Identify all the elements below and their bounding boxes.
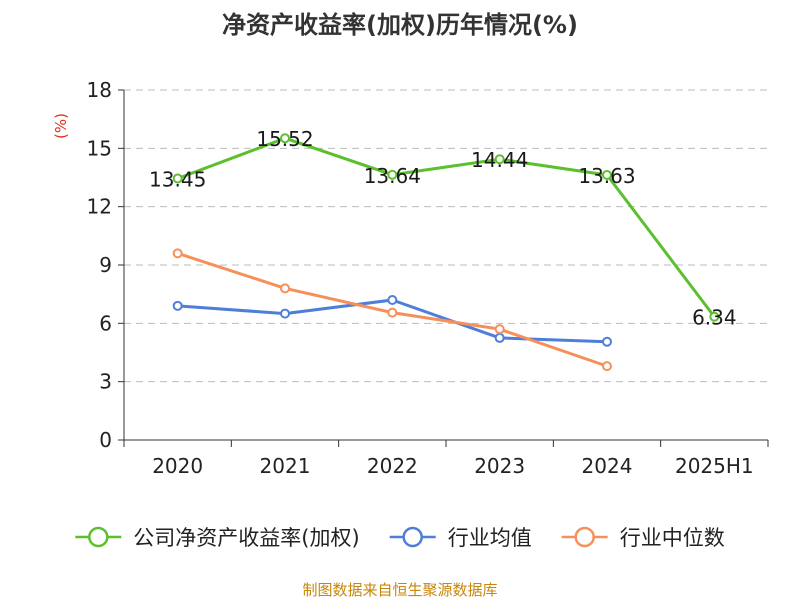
data-point — [387, 307, 398, 318]
legend-label: 公司净资产收益率(加权) — [133, 526, 359, 550]
data-label: 14.44 — [471, 148, 528, 172]
data-point — [494, 332, 505, 343]
data-label: 13.64 — [364, 164, 421, 188]
data-label: 15.52 — [256, 127, 313, 151]
y-tick-label: 6 — [99, 311, 112, 335]
legend-item-1: 行业均值 — [389, 526, 532, 550]
y-tick-label: 12 — [87, 195, 112, 219]
series-1 — [172, 295, 612, 347]
data-point — [280, 283, 290, 294]
series-2 — [172, 248, 612, 372]
legend-item-2: 行业中位数 — [561, 526, 725, 550]
legend-label: 行业中位数 — [620, 526, 725, 550]
chart-title: 净资产收益率(加权)历年情况(%) — [222, 11, 578, 39]
legend-item-0: 公司净资产收益率(加权) — [75, 526, 360, 550]
legend-circle-icon — [574, 526, 595, 548]
y-tick-label: 18 — [87, 78, 112, 102]
data-point — [280, 133, 290, 144]
y-tick-label: 15 — [87, 136, 112, 160]
data-label: 13.45 — [149, 167, 206, 191]
data-point — [172, 173, 183, 184]
legend-circle-icon — [88, 526, 109, 548]
legend-circle-icon — [402, 526, 423, 548]
x-tick-label: 2022 — [367, 454, 418, 478]
data-point — [602, 361, 612, 372]
series-0 — [172, 133, 720, 322]
data-label: 13.63 — [578, 164, 635, 188]
x-tick-label: 2024 — [582, 454, 633, 478]
series-line — [176, 298, 609, 344]
series-lines — [172, 133, 720, 372]
data-point — [172, 300, 183, 311]
data-label: 6.34 — [692, 306, 737, 330]
data-point — [602, 169, 612, 180]
x-tick-label: 2020 — [152, 454, 203, 478]
y-tick-label: 3 — [99, 370, 112, 394]
data-point — [602, 336, 612, 347]
y-tick-label: 0 — [99, 428, 112, 452]
data-point — [172, 248, 183, 259]
x-tick-label: 2023 — [474, 454, 525, 478]
x-tick-label: 2025H1 — [675, 454, 754, 478]
data-point — [494, 324, 505, 335]
legend: 公司净资产收益率(加权) 行业均值 行业中位数 — [75, 526, 725, 550]
axes: 0 3 6 9 12 15 18 2020 2021 2022 2023 2024 2025H1 — [87, 78, 769, 478]
data-labels: 13.45 15.52 13.64 14.44 13.63 6.34 — [149, 127, 737, 330]
data-point — [494, 154, 505, 165]
series-line — [176, 136, 716, 319]
data-point — [280, 308, 290, 319]
x-tick-label: 2021 — [260, 454, 311, 478]
data-point — [387, 169, 398, 180]
source-note: 制图数据来自恒生聚源数据库 — [302, 581, 497, 599]
data-point — [709, 311, 720, 322]
grid-lines — [124, 89, 768, 383]
y-tick-label: 9 — [99, 253, 112, 277]
y-axis-unit-label: (%) — [52, 113, 70, 139]
legend-label: 行业均值 — [448, 526, 532, 550]
data-point — [387, 295, 398, 305]
